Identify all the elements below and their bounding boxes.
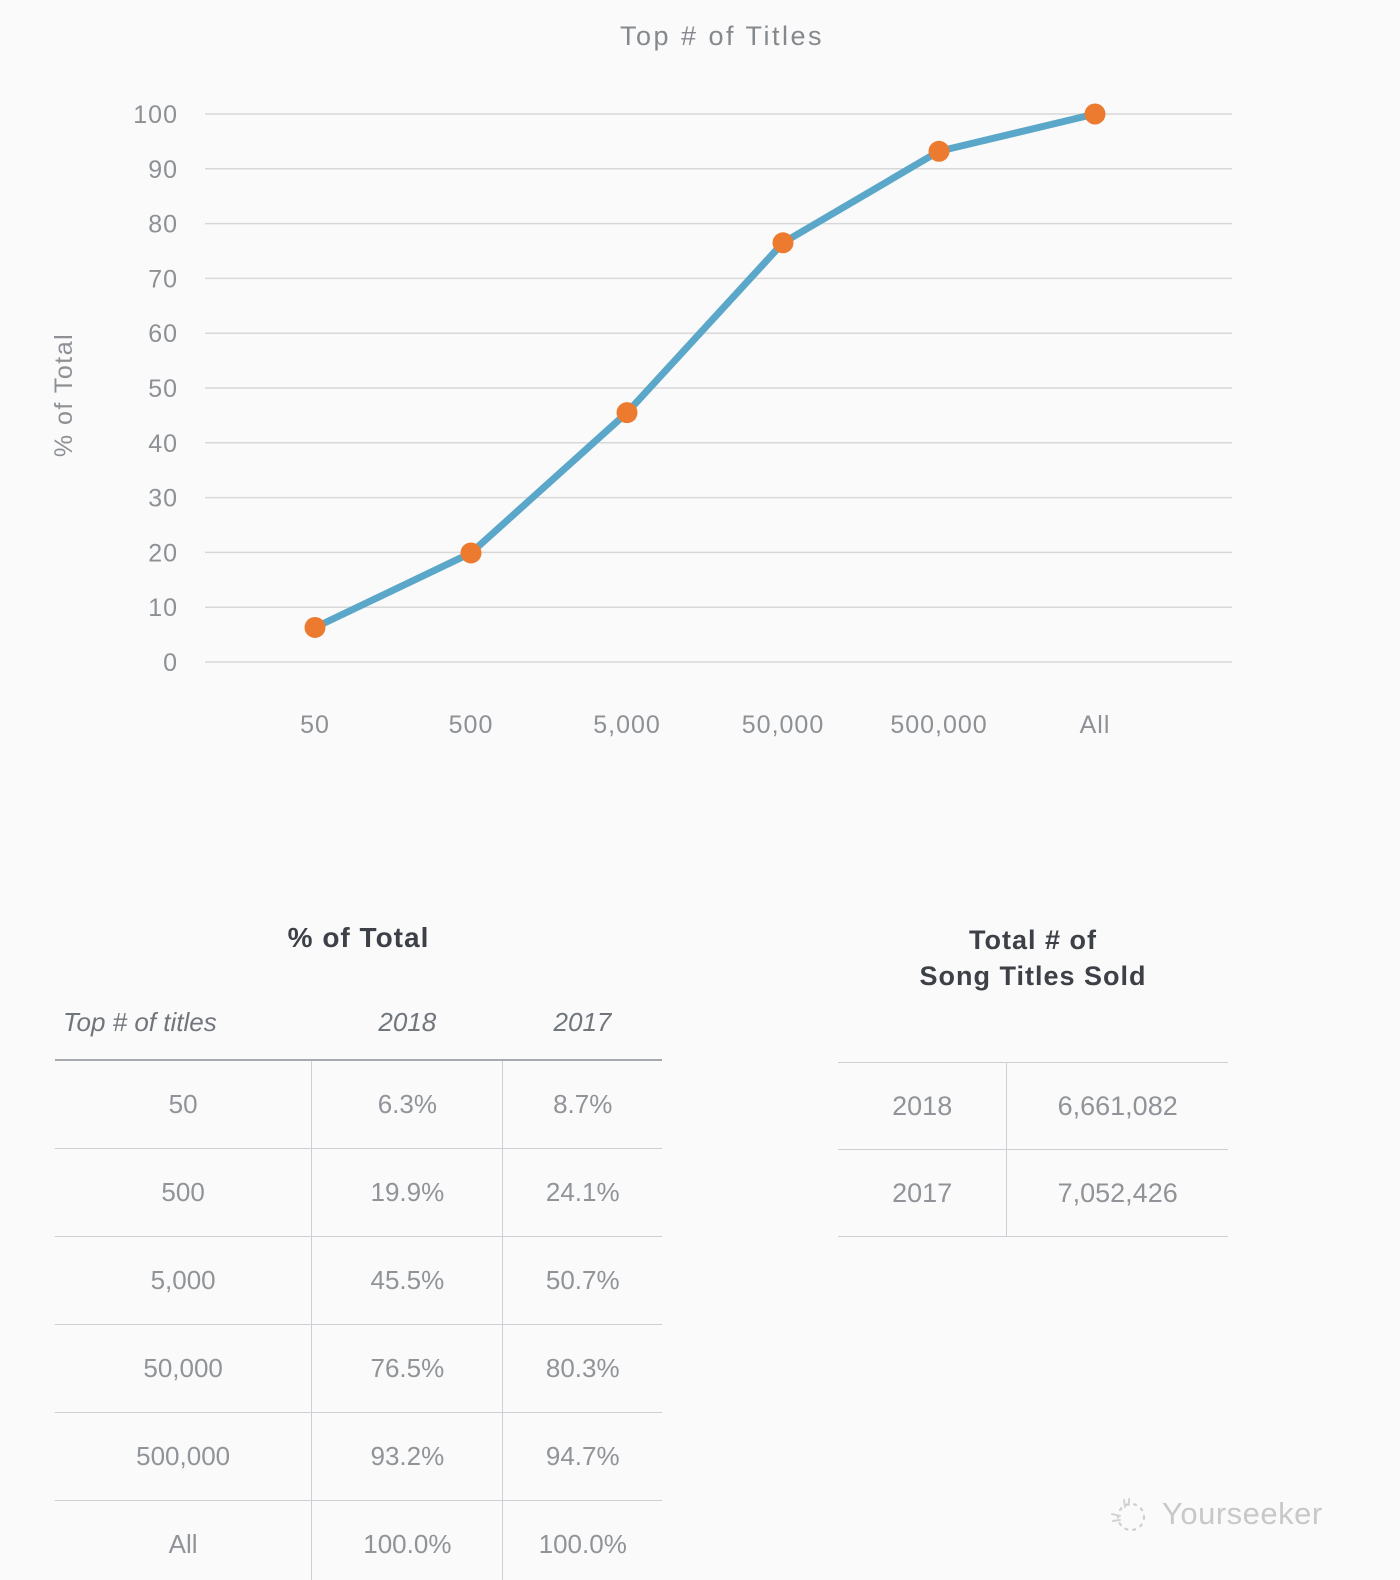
cell-2017: 24.1% — [502, 1148, 662, 1237]
data-point — [928, 140, 950, 162]
x-axis-ticks: 50 500 5,000 50,000 500,000 All — [300, 711, 1111, 739]
row-label: 50 — [168, 1089, 198, 1119]
total-song-titles-table: 2018 6,661,082 2017 7,052,426 — [838, 1062, 1228, 1237]
y-tick-label: 10 — [148, 594, 178, 622]
year-label: 2017 — [892, 1177, 953, 1208]
row-label: 500,000 — [136, 1441, 231, 1471]
title-line-2: Song Titles Sold — [919, 961, 1147, 992]
y-tick-label: 90 — [148, 156, 178, 184]
x-tick-label: 50 — [300, 711, 330, 739]
y-axis-label: % of Total — [50, 333, 78, 457]
table-row: 2017 7,052,426 — [838, 1149, 1228, 1237]
cell-2017: 100.0% — [502, 1500, 662, 1580]
series-line — [311, 110, 1099, 631]
data-point — [616, 402, 638, 424]
watermark-label: Yourseeker — [1162, 1496, 1323, 1531]
x-tick-label: All — [1080, 711, 1111, 739]
table-row: 2018 6,661,082 — [838, 1062, 1228, 1150]
y-tick-label: 60 — [148, 320, 178, 348]
table-row: 500 19.9% 24.1% — [55, 1148, 662, 1237]
title-line-1: Total # of — [969, 925, 1097, 955]
table-row: 500,000 93.2% 94.7% — [55, 1412, 662, 1501]
cell-2018: 45.5% — [311, 1236, 503, 1325]
x-tick-label: 500,000 — [890, 711, 987, 739]
data-series — [304, 103, 1106, 638]
data-point — [304, 616, 326, 638]
cell-2018: 19.9% — [311, 1148, 503, 1237]
row-label: 500 — [161, 1177, 205, 1207]
y-tick-label: 50 — [148, 375, 178, 403]
watermark: Yourseeker — [1108, 1492, 1323, 1536]
table-row: 50,000 76.5% 80.3% — [55, 1324, 662, 1413]
cell-2017: 8.7% — [502, 1060, 662, 1149]
cell-2017: 50.7% — [502, 1236, 662, 1325]
y-tick-label: 40 — [148, 430, 178, 458]
y-axis-ticks: 0 10 20 30 40 50 60 70 80 90 100 — [133, 101, 178, 677]
y-tick-label: 30 — [148, 485, 178, 513]
y-tick-label: 100 — [133, 101, 178, 129]
y-tick-label: 0 — [163, 649, 178, 677]
cell-2018: 93.2% — [311, 1412, 503, 1501]
x-tick-label: 50,000 — [742, 711, 824, 739]
table-row: 50 6.3% 8.7% — [55, 1060, 662, 1149]
row-label: All — [168, 1529, 198, 1559]
percent-of-total-table-title: % of Total — [287, 922, 430, 953]
year-label: 2018 — [892, 1090, 953, 1121]
total-song-titles-table-title: Total # of Song Titles Sold — [838, 922, 1228, 995]
data-point — [772, 232, 794, 254]
y-tick-label: 80 — [148, 211, 178, 239]
data-point — [1084, 103, 1106, 125]
column-header-top-titles: Top # of titles — [63, 1006, 217, 1037]
table-row: All 100.0% 100.0% — [55, 1500, 662, 1580]
table-header-row: Top # of titles 2018 2017 — [55, 985, 662, 1060]
chart-title: Top # of Titles — [620, 21, 824, 51]
cell-2017: 80.3% — [502, 1324, 662, 1413]
data-point — [460, 542, 482, 564]
cell-2018: 100.0% — [311, 1500, 503, 1580]
y-tick-label: 70 — [148, 265, 178, 293]
y-tick-label: 20 — [148, 539, 178, 567]
column-header-2017: 2017 — [553, 1006, 612, 1037]
total-value: 7,052,426 — [1006, 1149, 1228, 1237]
percent-of-total-table: Top # of titles 2018 2017 50 6.3% 8.7% 5… — [55, 985, 662, 1580]
column-header-2018: 2018 — [378, 1006, 437, 1037]
cell-2018: 6.3% — [311, 1060, 503, 1149]
row-label: 50,000 — [143, 1353, 223, 1383]
cell-2017: 94.7% — [502, 1412, 662, 1501]
yourseeker-logo-icon — [1111, 1498, 1146, 1532]
gridlines — [205, 113, 1232, 663]
x-tick-label: 5,000 — [593, 711, 661, 739]
x-tick-label: 500 — [449, 711, 494, 739]
row-label: 5,000 — [150, 1265, 216, 1295]
total-value: 6,661,082 — [1006, 1062, 1228, 1150]
table-row: 5,000 45.5% 50.7% — [55, 1236, 662, 1325]
cell-2018: 76.5% — [311, 1324, 503, 1413]
